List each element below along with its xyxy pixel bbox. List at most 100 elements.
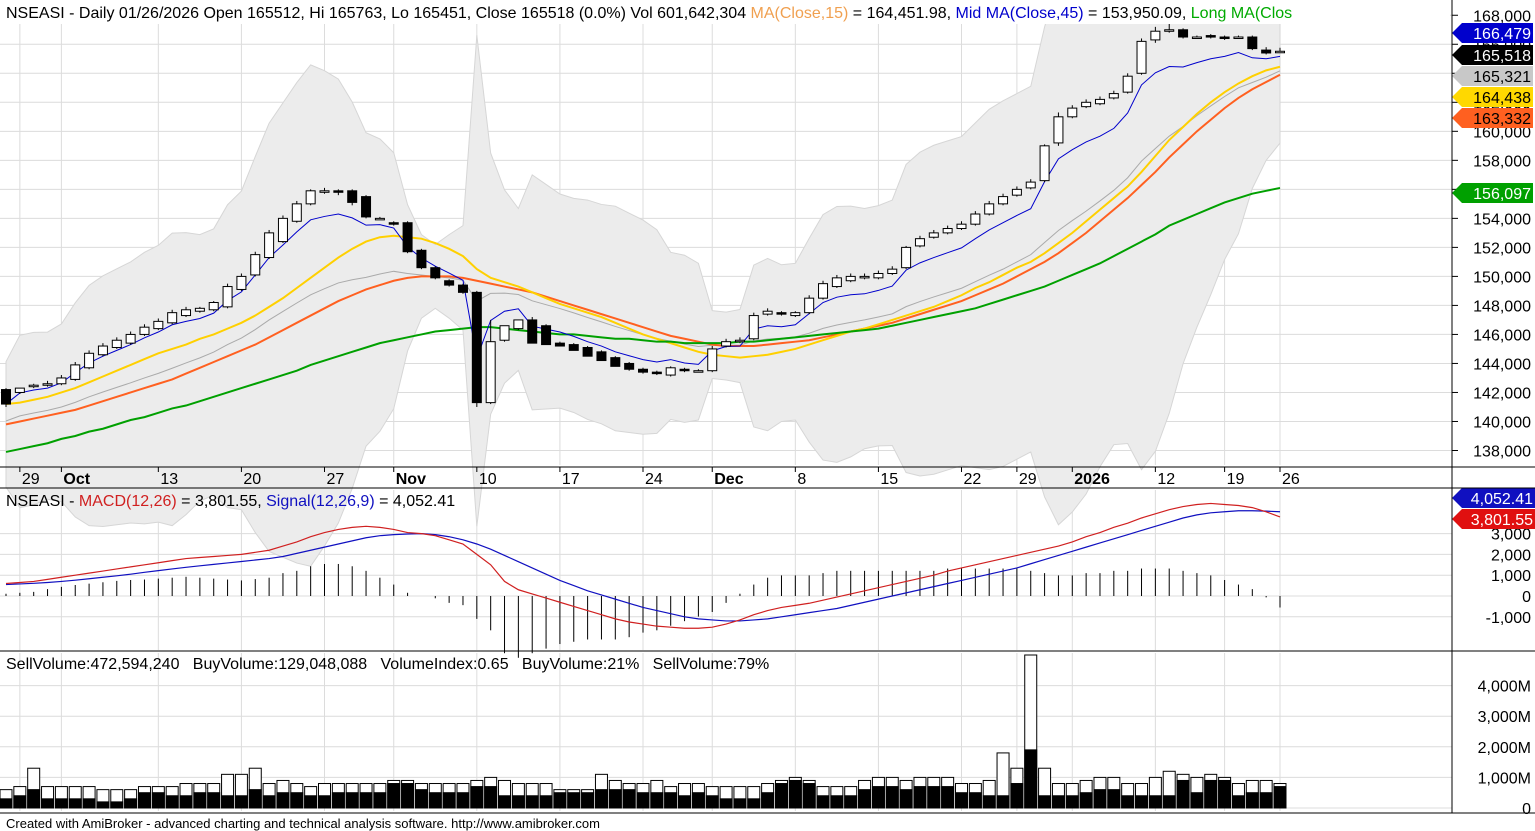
candle-body (527, 319, 538, 344)
price-tag-label: 165,518 (1473, 48, 1531, 65)
x-axis-tick-label: 20 (243, 471, 261, 488)
candle-body (513, 319, 524, 330)
candle-body (1067, 107, 1078, 118)
buy-volume-bar (955, 792, 968, 809)
signal-line (5, 510, 1281, 622)
candle-body (236, 275, 247, 290)
candle-body (790, 312, 801, 317)
ma15-value: = 164,451.98, (848, 5, 955, 22)
buy-volume-bar (539, 795, 553, 809)
buy-volume-bar (525, 795, 539, 809)
buy-volume-bar (68, 798, 82, 809)
candle-body (984, 203, 995, 215)
price-tag: 166,479 (1452, 23, 1533, 43)
candle-body (402, 222, 413, 253)
buy-volume-bar (1121, 795, 1135, 809)
candle-body (416, 249, 427, 269)
price-header: NSEASI - Daily 01/26/2026 Open 165512, H… (6, 5, 1292, 22)
candle-body (1247, 36, 1258, 50)
x-axis-tick-label: 24 (645, 471, 663, 488)
buy-volume-bar (968, 792, 982, 809)
buy-volume-bar (1204, 779, 1218, 809)
volume-axis-tick-label: 2,000M (1478, 740, 1531, 757)
footer-credit: Created with AmiBroker - advanced charti… (6, 816, 600, 831)
price-tag-label: 165,321 (1473, 69, 1531, 86)
volume-axis-tick-label: 0 (1522, 801, 1531, 818)
buy-volume-bar (816, 795, 830, 809)
candle-body (818, 283, 829, 299)
long-ma-label: Long MA(Clos (1191, 5, 1292, 22)
price-tag-layer: 166,479 165,518 165,321 164,438 163,332 156,0… (1452, 23, 1535, 529)
price-tag-label: 163,332 (1473, 111, 1531, 128)
buy-volume-bar (622, 789, 636, 809)
buy-volume-bar (442, 792, 456, 809)
candle-body (665, 367, 676, 376)
buy-volume-bar (913, 786, 927, 809)
buy-volume-bar (858, 789, 872, 809)
buy-volume-bar (54, 798, 68, 809)
buy-volume-bar (428, 792, 442, 809)
price-axis-tick-label: 168,000 (1473, 8, 1531, 25)
macd-panel-series (5, 502, 1281, 658)
candle-body (264, 232, 275, 259)
macd-tag: 4,052.41 (1452, 488, 1535, 508)
buy-volume-bar (553, 792, 567, 809)
buy-volume-bar (941, 786, 955, 809)
price-tag: 164,438 (1452, 87, 1533, 107)
candle-body (1233, 36, 1244, 40)
candle-body (1094, 98, 1105, 105)
candle-body (873, 272, 884, 279)
price-axis-tick-label: 152,000 (1473, 240, 1531, 257)
buy-volume-bar (1051, 795, 1065, 809)
candle-body (139, 326, 150, 335)
header-backdrop (0, 0, 1450, 24)
candle-body (471, 291, 482, 404)
buy-volume-bar (719, 798, 733, 809)
price-tag-shape (1452, 45, 1533, 65)
candle-body (734, 339, 745, 343)
candle-body (624, 362, 635, 370)
candle-body (388, 222, 399, 225)
buy-volume-bar (567, 792, 581, 809)
candle-body (1081, 101, 1092, 108)
candle-body (70, 364, 81, 380)
macd-label: MACD(12,26) (79, 493, 177, 510)
candle-body (721, 341, 732, 347)
buy-volume-bar (511, 795, 525, 809)
buy-volume-bar (802, 783, 816, 809)
buy-volume-bar (899, 789, 913, 809)
macd-axis-tick-label: 2,000 (1491, 547, 1531, 564)
buy-volume-bar (304, 795, 318, 809)
candle-body (28, 384, 39, 388)
buy-volume-bar (276, 792, 290, 809)
buy-volume-bar (747, 798, 761, 809)
candle-body (554, 342, 565, 347)
buy-volume-bar (678, 795, 692, 809)
candle-body (831, 277, 842, 288)
buy-volume-bar (193, 792, 207, 809)
candle-body (1108, 93, 1119, 99)
price-tag: 163,332 (1452, 108, 1533, 128)
candle-body (125, 333, 136, 344)
candle-body (596, 351, 607, 362)
orange-ma-line (5, 73, 1281, 426)
price-axis-tick-label: 158,000 (1473, 153, 1531, 170)
price-tag: 165,518 (1452, 45, 1533, 65)
candle-body (167, 312, 178, 324)
x-axis-tick-label: 22 (964, 471, 982, 488)
buy-volume-bar (1190, 792, 1204, 809)
candle-body (291, 203, 302, 222)
candle-body (305, 190, 316, 205)
price-tag-label: 156,097 (1473, 186, 1531, 203)
candle-body (1039, 145, 1050, 182)
candlestick-series (1, 23, 1285, 407)
candle-body (1, 389, 11, 405)
macd-axis-tick-label: 1,000 (1491, 568, 1531, 585)
candle-body (679, 368, 690, 372)
candle-body (111, 339, 122, 348)
x-axis-tick-label: Dec (714, 471, 743, 488)
x-axis-tick-label: 29 (22, 471, 40, 488)
ma45-label: Mid MA(Close,45) (956, 5, 1084, 22)
buy-volume-bar (207, 792, 221, 809)
x-axis-tick-label: 17 (562, 471, 580, 488)
